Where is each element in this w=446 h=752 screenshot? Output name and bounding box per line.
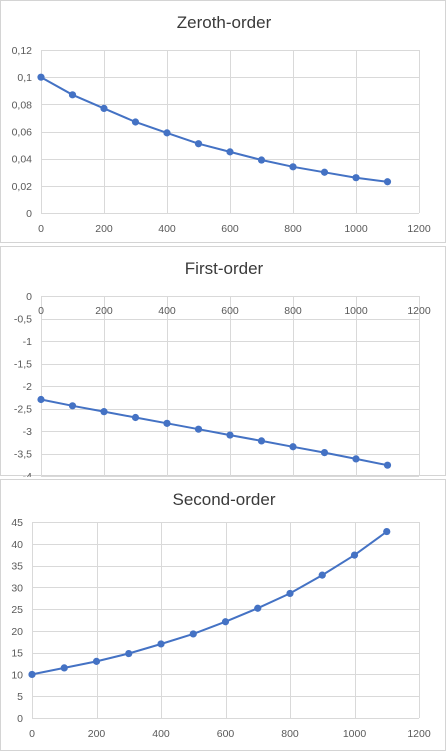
y-tick-label: 0,04 [12,154,33,166]
chart-first-order: First-order 0 -0,5 -1 -1,5 -2 -2,5 -3 -3,5 -4 0 2… [14,259,431,477]
data-point [286,589,294,598]
data-point [92,657,101,665]
y-tick-label: 30 [11,582,23,594]
y-tick-label: 20 [11,626,23,638]
data-point [383,527,391,536]
x-tick-label: 1200 [407,305,431,317]
x-tick-label: 0 [29,728,35,740]
data-point [131,118,140,126]
data-point [37,395,45,404]
x-tick-label: 600 [221,305,239,317]
y-tick-label: 10 [11,669,23,681]
data-point [226,431,234,439]
y-tick-label: -3 [23,426,32,438]
x-tick-label: 800 [284,223,302,235]
chart-panel-second-order: Second-order 0 5 10 15 20 25 30 35 40 45 0 200 400 6… [0,479,446,751]
data-point [60,664,68,672]
data-point [352,174,360,182]
chart-panel-first-order: First-order 0 -0,5 -1 -1,5 -2 -2,5 -3 -3,5 -4 0 2… [0,246,446,477]
data-point [131,413,140,422]
data-point [189,630,197,638]
data-point [350,551,359,559]
data-point [254,604,262,612]
x-tick-label: 200 [95,305,113,317]
y-tick-label: -2,5 [14,404,32,416]
data-point [383,461,392,469]
y-tick-label: 0 [17,713,23,725]
data-point [352,455,360,463]
x-tick-label: 400 [158,223,176,235]
data-point [37,73,45,81]
x-tick-label: 400 [152,728,170,740]
y-tick-label: 35 [11,561,23,573]
data-point [221,618,230,626]
chart-title: Second-order [172,490,275,509]
x-tick-label: 0 [38,223,44,235]
data-point [28,670,36,679]
data-point [68,91,77,99]
x-tick-label: 1200 [407,728,431,740]
data-point [68,402,77,410]
y-tick-label: -1 [23,336,32,348]
data-point [320,449,329,457]
y-tick-label: -2 [23,381,32,393]
series-line [40,76,388,183]
y-tick-label: 5 [17,691,23,703]
chart-panel-zeroth-order: Zeroth-order 0 0,02 0,04 0,06 0,08 0,1 0,12 0 2… [0,0,446,243]
y-tick-label: 0,06 [12,127,33,139]
data-point [100,104,108,113]
y-tick-label: 15 [11,648,23,660]
y-tick-label: -3,5 [14,449,32,461]
data-point [257,156,266,164]
x-tick-label: 800 [284,305,302,317]
data-point [318,571,326,579]
y-tick-label: 0 [26,291,32,303]
y-tick-label: 0,1 [17,72,32,84]
x-tick-label: 1000 [344,223,368,235]
x-tick-label: 200 [88,728,106,740]
data-point [194,425,203,433]
y-tick-label: 0,02 [12,181,33,193]
x-tick-label: 200 [95,223,113,235]
data-point [383,178,392,186]
data-point [194,140,203,148]
data-point [163,129,171,137]
x-tick-label: 0 [38,305,44,317]
y-tick-label: 40 [11,539,23,551]
data-point [163,419,171,427]
x-tick-label: 400 [158,305,176,317]
y-tick-label: -4 [23,471,32,477]
y-tick-label: 45 [11,517,23,529]
data-point [226,148,234,156]
data-point [125,649,133,658]
y-tick-label: -0,5 [14,314,32,326]
y-tick-label: 0,12 [12,45,33,57]
series-line [40,398,388,467]
data-point [257,437,266,445]
x-tick-label: 1000 [344,305,368,317]
x-tick-label: 1200 [407,223,431,235]
x-tick-label: 800 [281,728,299,740]
data-point [157,640,165,648]
chart-zeroth-order: Zeroth-order 0 0,02 0,04 0,06 0,08 0,1 0,12 0 2… [12,13,431,235]
x-tick-label: 600 [221,223,239,235]
chart-title: Zeroth-order [177,13,272,32]
data-point [320,168,329,176]
y-tick-label: 0,08 [12,99,33,111]
x-tick-label: 600 [217,728,235,740]
chart-title: First-order [185,259,264,278]
data-point [289,443,297,451]
chart-second-order: Second-order 0 5 10 15 20 25 30 35 40 45 0 200 400 6… [11,490,431,740]
data-point [289,163,297,171]
data-point [100,408,108,416]
y-tick-label: -1,5 [14,359,32,371]
series-line [31,530,388,676]
y-tick-label: 25 [11,604,23,616]
x-tick-label: 1000 [343,728,367,740]
y-tick-label: 0 [26,208,32,220]
